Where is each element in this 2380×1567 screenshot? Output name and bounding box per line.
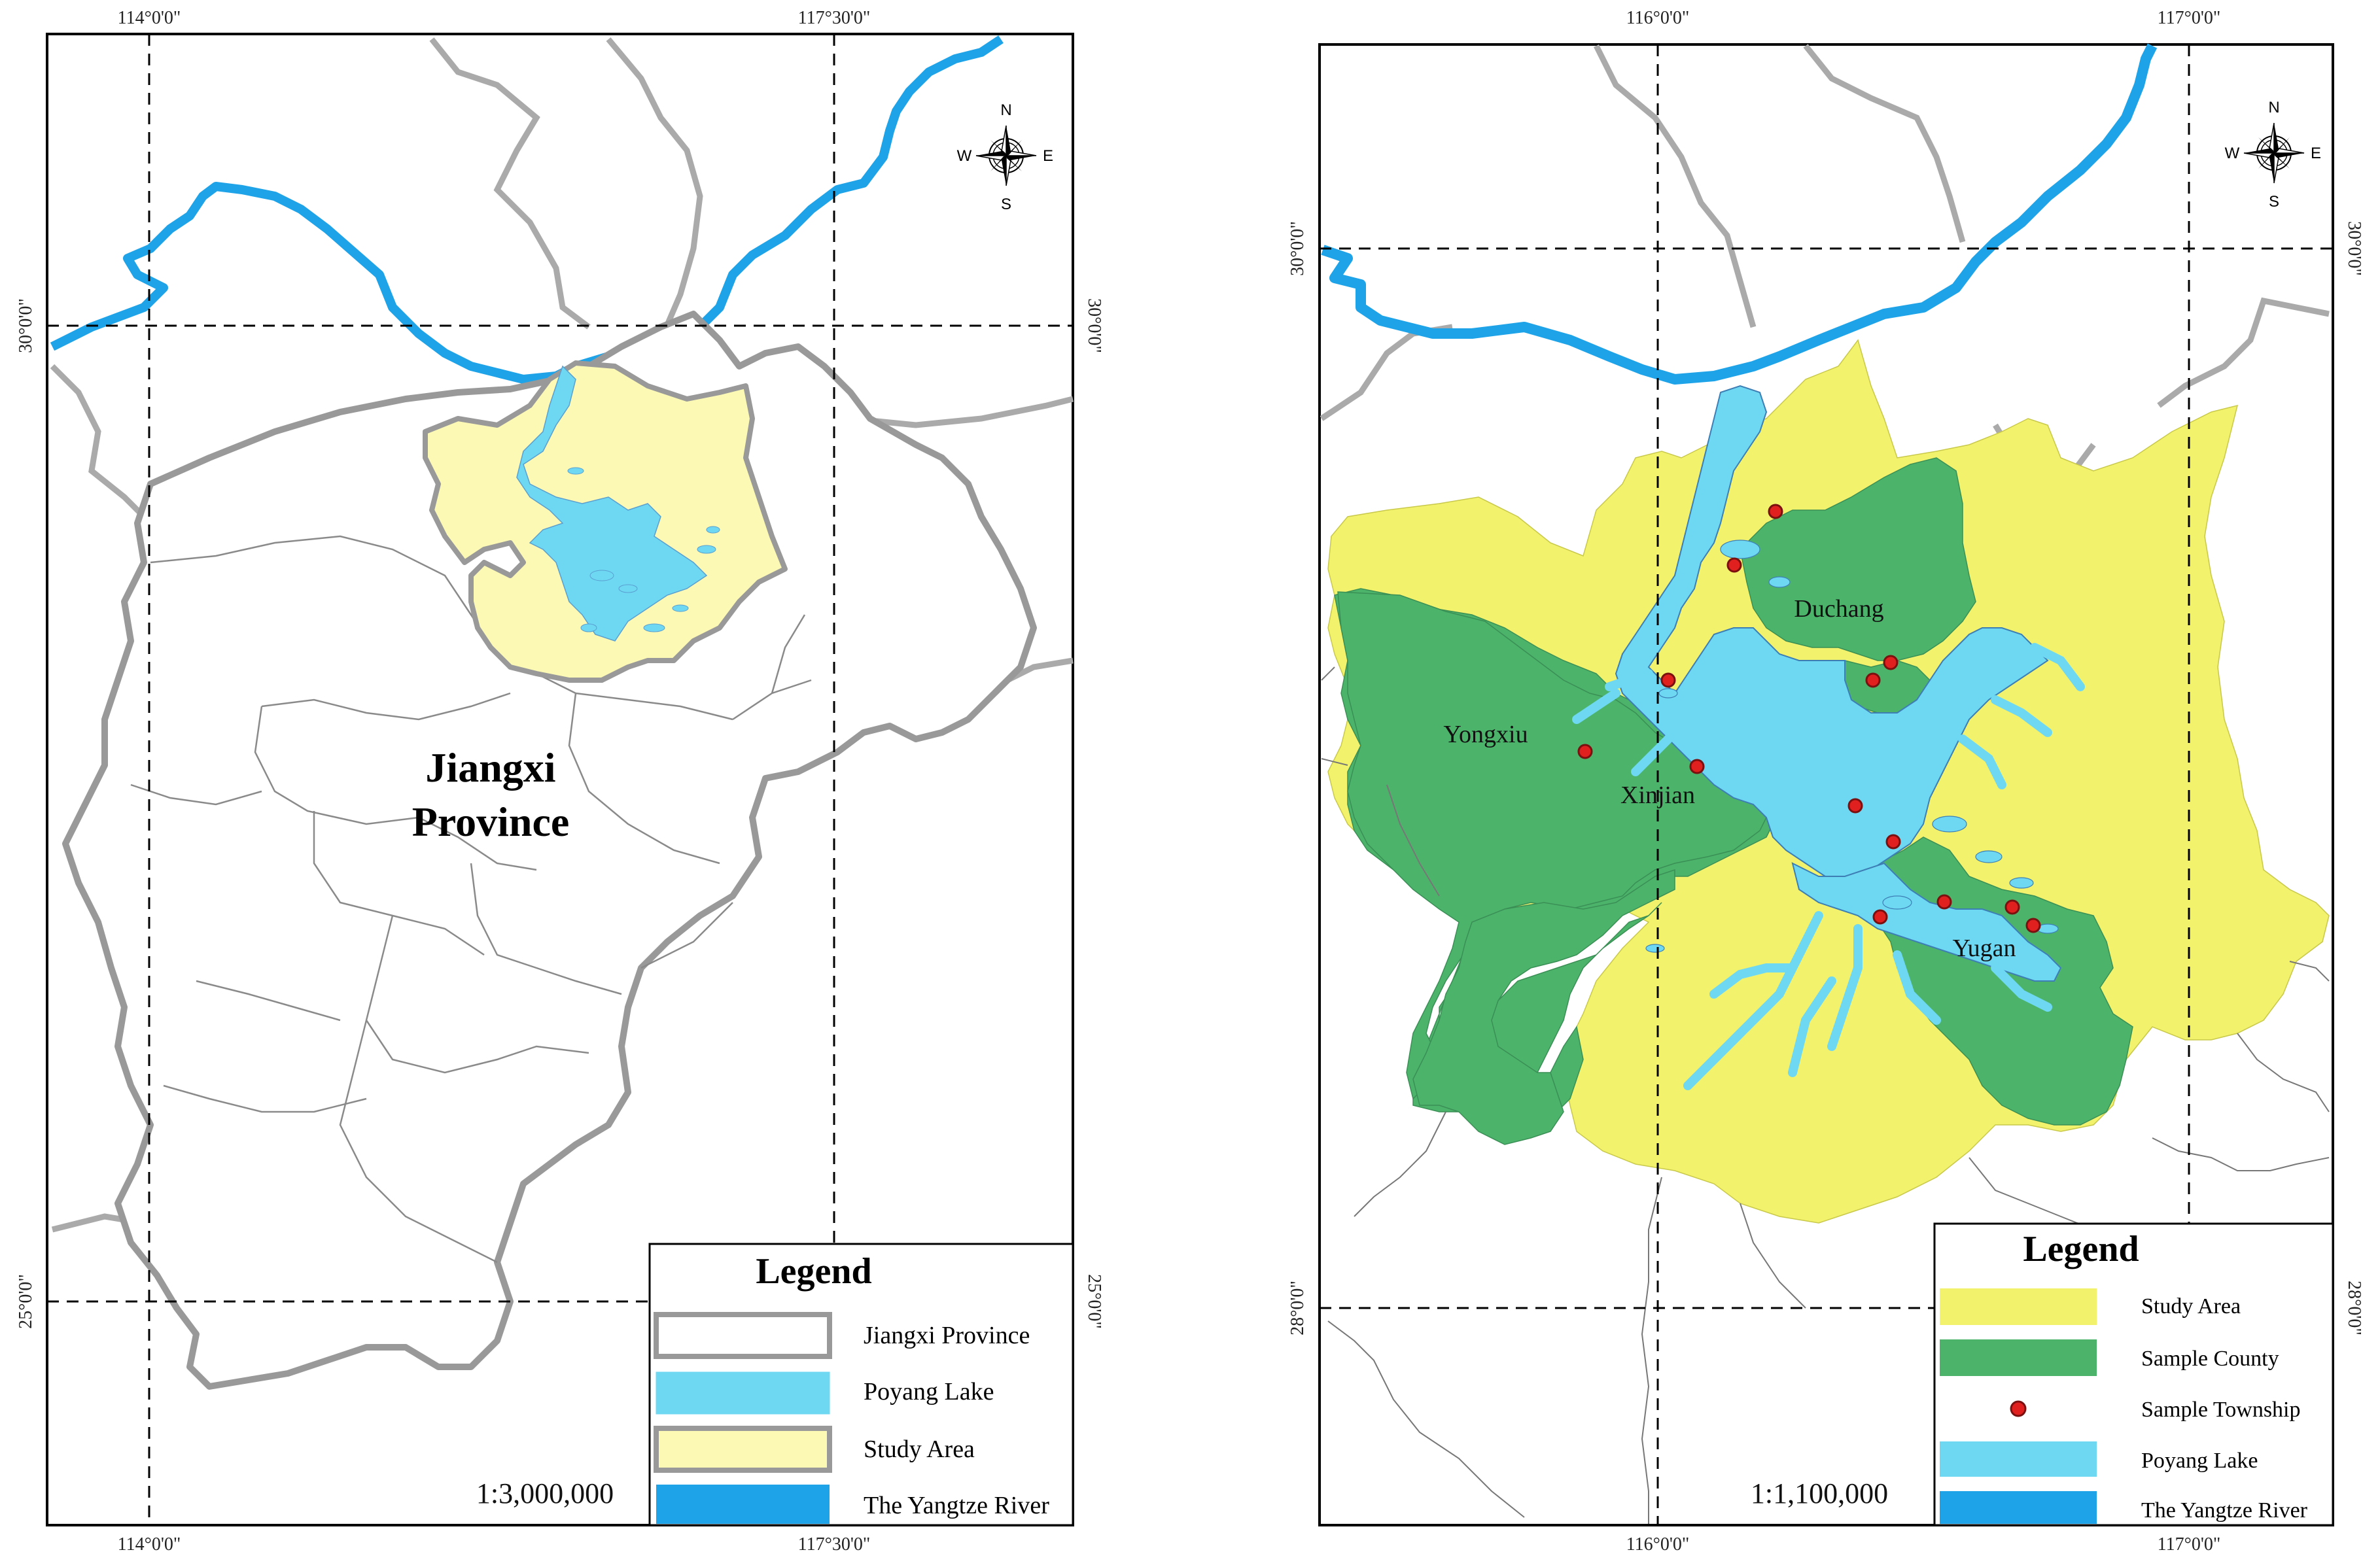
compass-left: N S E W (957, 101, 1053, 213)
neighbour-boundaries (50, 37, 1074, 1233)
compass-n: N (1000, 101, 1011, 119)
county-label-duchang: Duchang (1794, 595, 1883, 623)
poyang-lake-right-south (1791, 862, 2062, 982)
legend-right-label-county: Sample County (2141, 1347, 2279, 1371)
poyang-lake-right-islands (1645, 540, 2059, 953)
legend-right-swatch-lake (1940, 1441, 2097, 1477)
township-dot (1847, 798, 1863, 814)
township-dot (1865, 672, 1881, 688)
right-coord-right-1: 30°0'0" (2344, 221, 2364, 276)
poyang-lake-fragments-left (567, 467, 720, 632)
legend-right-swatch-county (1940, 1339, 2097, 1376)
province-label-line1: Jiangxi (425, 744, 555, 791)
left-coord-right-2: 25°0'0" (1084, 1274, 1104, 1329)
yangtze-river-right (1321, 43, 2158, 385)
township-dot (1768, 504, 1783, 519)
sample-county-south-west (1412, 869, 1675, 1145)
right-neighbour-boundaries (1320, 44, 2330, 488)
legend-right-label-lake: Poyang Lake (2141, 1449, 2258, 1473)
legend-right-label-township: Sample Township (2141, 1398, 2301, 1422)
legend-left-label-yangtze: The Yangtze River (864, 1492, 1049, 1519)
sample-county-duchang (1740, 457, 1976, 661)
legend-left-swatch-study (654, 1426, 832, 1473)
legend-right: Legend Study Area Sample County Sample T… (1933, 1222, 2334, 1526)
yangtze-river-left (50, 35, 1004, 384)
left-coord-top-2: 117°30'0" (798, 8, 871, 28)
left-coord-left-1: 30°0'0" (16, 298, 36, 353)
legend-left-title: Legend (756, 1251, 871, 1292)
legend-left-label-lake: Poyang Lake (864, 1378, 994, 1405)
county-label-yongxiu: Yongxiu (1443, 721, 1528, 748)
left-coord-left-2: 25°0'0" (16, 1274, 36, 1329)
county-label-yugan: Yugan (1952, 935, 2016, 962)
compass-e: E (2311, 145, 2321, 162)
legend-left-label-province: Jiangxi Province (864, 1322, 1030, 1349)
legend-left-swatch-lake (656, 1371, 830, 1415)
sample-townships (1577, 504, 2041, 933)
left-coord-bottom-2: 117°30'0" (798, 1534, 871, 1555)
township-dot (1885, 834, 1901, 850)
right-map: 116°0'0" 117°0'0" 116°0'0" 117°0'0" 30°0… (1287, 8, 2364, 1555)
right-coord-bottom-1: 116°0'0" (1626, 1534, 1690, 1555)
right-coord-left-1: 30°0'0" (1287, 221, 1308, 276)
scale-left: 1:3,000,000 (476, 1477, 614, 1509)
legend-left: Legend Jiangxi Province Poyang Lake Stud… (648, 1243, 1074, 1526)
internal-boundaries (130, 535, 812, 1264)
legend-right-swatch-yangtze (1940, 1491, 2097, 1524)
right-internal-boundaries (1321, 666, 2330, 1524)
township-dot (1577, 744, 1593, 759)
compass-w: W (2225, 145, 2240, 162)
township-dot (1936, 894, 1952, 910)
compass-n: N (2268, 99, 2279, 116)
legend-right-swatch-study (1940, 1288, 2097, 1325)
township-dot (1883, 655, 1899, 670)
left-map: 114°0'0" 117°30'0" 114°0'0" 117°30'0" 30… (16, 8, 1104, 1555)
compass-s: S (2269, 193, 2279, 211)
left-coord-right-1: 30°0'0" (1084, 298, 1104, 353)
township-dot (2025, 918, 2041, 933)
legend-right-label-study: Study Area (2141, 1294, 2241, 1318)
left-coord-top-1: 114°0'0" (118, 8, 181, 28)
right-coord-right-2: 28°0'0" (2344, 1281, 2364, 1335)
township-dot (1726, 557, 1742, 573)
province-label-line2: Province (412, 799, 570, 845)
right-coord-left-2: 28°0'0" (1287, 1281, 1308, 1335)
left-coord-bottom-1: 114°0'0" (118, 1534, 181, 1555)
county-label-xinjian: Xinjian (1620, 782, 1695, 809)
township-dot (1660, 672, 1676, 688)
compass-e: E (1043, 147, 1053, 165)
legend-left-swatch-province (654, 1312, 832, 1359)
legend-right-label-yangtze: The Yangtze River (2141, 1498, 2308, 1523)
compass-s: S (1001, 196, 1011, 213)
compass-w: W (957, 147, 972, 165)
township-dot (2004, 899, 2020, 915)
compass-right: N S E W (2225, 99, 2321, 211)
township-dot (1872, 909, 1888, 925)
legend-right-swatch-township (2010, 1400, 2027, 1417)
jiangxi-province-outline (62, 311, 1037, 1390)
right-coord-bottom-2: 117°0'0" (2158, 1534, 2221, 1555)
scale-right: 1:1,100,000 (1751, 1477, 1888, 1509)
right-coord-top-1: 116°0'0" (1626, 8, 1690, 28)
poyang-lake-right-fingers (1572, 643, 2085, 1090)
township-dot (1689, 759, 1705, 774)
poyang-lake-left (516, 365, 708, 642)
legend-left-label-study: Study Area (864, 1436, 975, 1463)
right-coord-top-2: 117°0'0" (2158, 8, 2221, 28)
legend-right-title: Legend (2023, 1229, 2139, 1269)
legend-left-swatch-yangtze (656, 1485, 830, 1524)
